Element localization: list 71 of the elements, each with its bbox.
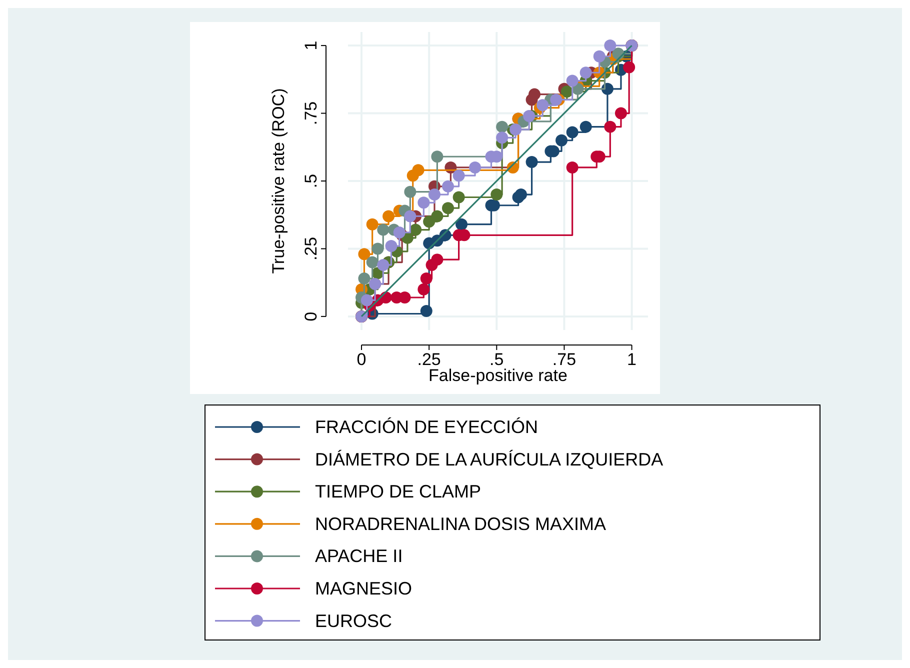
point: [428, 188, 440, 201]
y-tick-label: 1: [302, 40, 320, 50]
point: [452, 170, 465, 182]
legend-label: DIÁMETRO DE LA AURÍCULA IZQUIERDA: [315, 449, 664, 470]
point: [614, 107, 627, 120]
point: [469, 161, 482, 174]
point: [523, 110, 536, 122]
point: [623, 61, 636, 74]
point: [452, 191, 465, 204]
point: [496, 120, 508, 133]
point: [566, 161, 578, 174]
point: [593, 50, 606, 62]
point: [377, 258, 390, 271]
point: [560, 86, 573, 98]
point: [456, 218, 468, 230]
point: [496, 132, 508, 144]
point: [510, 124, 522, 136]
point: [358, 248, 370, 260]
y-axis-title: True-positive rate (ROC): [269, 88, 288, 274]
legend-label: NORADRENALINA DOSIS MAXIMA: [315, 514, 606, 534]
point: [604, 120, 616, 133]
legend-label: FRACCIÓN DE EYECCIÓN: [315, 417, 538, 437]
point: [372, 242, 384, 255]
point: [404, 210, 416, 222]
point: [514, 188, 527, 201]
point: [418, 196, 430, 209]
point: [358, 272, 370, 285]
point: [431, 254, 444, 266]
point: [604, 40, 616, 52]
point: [412, 164, 424, 176]
point: [385, 240, 398, 252]
legend-label: APACHE II: [315, 546, 403, 566]
point: [566, 126, 578, 138]
point: [550, 94, 562, 106]
y-tick-label: .5: [302, 174, 320, 188]
legend-label: MAGNESIO: [315, 578, 412, 598]
point: [526, 156, 538, 168]
point: [420, 305, 432, 318]
x-axis-title: False-positive rate: [428, 366, 568, 385]
point: [382, 210, 395, 222]
point: [556, 134, 568, 146]
point: [431, 210, 444, 222]
point: [580, 120, 592, 133]
x-tick-label: 0: [356, 350, 366, 369]
point: [442, 202, 454, 214]
point: [418, 283, 430, 296]
point: [431, 150, 444, 163]
point: [566, 74, 578, 87]
x-tick-label: .75: [552, 350, 576, 369]
legend-label: TIEMPO DE CLAMP: [315, 482, 482, 502]
x-tick-label: .5: [490, 350, 504, 369]
x-tick-label: 1: [627, 350, 637, 369]
point: [490, 188, 503, 201]
point: [536, 99, 549, 112]
point: [528, 88, 540, 100]
point: [410, 224, 422, 236]
point: [366, 218, 378, 230]
point: [404, 186, 416, 198]
legend-label: EUROSC: [315, 610, 392, 631]
point: [393, 226, 406, 238]
y-tick-label: 0: [302, 312, 320, 322]
point: [377, 224, 390, 236]
x-tick-label: .25: [417, 350, 441, 369]
point: [420, 272, 432, 285]
y-tick-label: .25: [302, 236, 320, 261]
point: [366, 256, 378, 268]
point: [360, 294, 373, 306]
point: [442, 180, 454, 192]
point: [580, 66, 592, 79]
y-tick-label: .75: [302, 101, 320, 126]
point: [423, 216, 436, 228]
